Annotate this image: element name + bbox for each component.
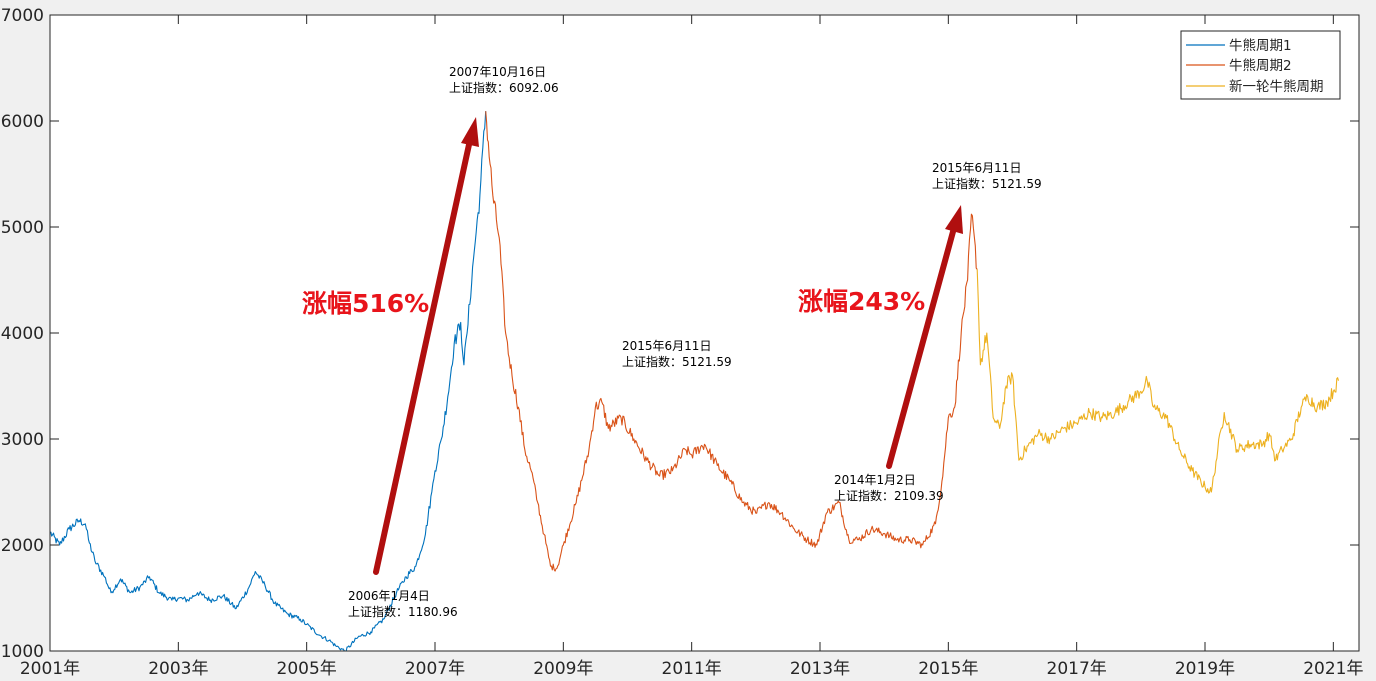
legend-label-new-cycle: 新一轮牛熊周期 — [1229, 79, 1324, 95]
series-line-3 — [976, 269, 1340, 494]
y-tick-label: 3000 — [1, 430, 44, 450]
x-tick-label: 2003年 — [148, 659, 208, 677]
rise-arrow-2 — [886, 205, 963, 469]
annotation-date: 2015年6月11日 — [622, 339, 711, 353]
annotation-peak-2007: 2007年10月16日 上证指数：6092.06 — [449, 65, 559, 95]
x-tick-label: 2021年 — [1303, 659, 1363, 677]
y-tick-label: 1000 — [1, 642, 44, 662]
rise-label-1: 涨幅516% — [302, 289, 429, 318]
annotation-value: 上证指数：1180.96 — [348, 604, 458, 619]
legend-label-cycle-2: 牛熊周期2 — [1229, 58, 1292, 74]
x-tick-label: 2001年 — [20, 659, 80, 677]
annotation-date: 2014年1月2日 — [834, 473, 916, 487]
annotation-date: 2007年10月16日 — [449, 65, 546, 79]
annotation-low-2006: 2006年1月4日 上证指数：1180.96 — [348, 589, 458, 619]
series-line-2 — [485, 111, 978, 572]
annotation-low-2014: 2014年1月2日 上证指数：2109.39 — [834, 473, 944, 503]
annotation-date: 2006年1月4日 — [348, 589, 430, 603]
annotation-value: 上证指数：2109.39 — [834, 488, 944, 503]
series-line-1 — [50, 111, 487, 651]
x-tick-label: 2019年 — [1175, 659, 1235, 677]
legend-label-cycle-1: 牛熊周期1 — [1229, 38, 1292, 54]
x-tick-label: 2015年 — [918, 659, 978, 677]
y-tick-label: 4000 — [1, 324, 44, 344]
annotation-peak-2015-right: 2015年6月11日 上证指数：5121.59 — [932, 161, 1042, 191]
annotation-date: 2015年6月11日 — [932, 161, 1021, 175]
rise-label-2: 涨幅243% — [798, 287, 925, 316]
annotation-value: 上证指数：6092.06 — [449, 80, 559, 95]
annotation-value: 上证指数：5121.59 — [932, 176, 1042, 191]
x-tick-label: 2011年 — [662, 659, 722, 677]
y-tick-label: 2000 — [1, 536, 44, 556]
x-tick-label: 2013年 — [790, 659, 850, 677]
y-tick-label: 6000 — [1, 112, 44, 132]
annotation-peak-2015-middle: 2015年6月11日 上证指数：5121.59 — [622, 339, 732, 369]
x-tick-label: 2009年 — [533, 659, 593, 677]
plot-area — [50, 15, 1359, 651]
annotation-value: 上证指数：5121.59 — [622, 354, 732, 369]
x-tick-label: 2007年 — [405, 659, 465, 677]
legend: 牛熊周期1 牛熊周期2 新一轮牛熊周期 — [1180, 30, 1341, 100]
y-tick-label: 5000 — [1, 218, 44, 238]
x-tick-label: 2017年 — [1047, 659, 1107, 677]
rise-arrow-1 — [373, 117, 479, 575]
y-tick-label: 7000 — [1, 6, 44, 26]
x-tick-label: 2005年 — [277, 659, 337, 677]
